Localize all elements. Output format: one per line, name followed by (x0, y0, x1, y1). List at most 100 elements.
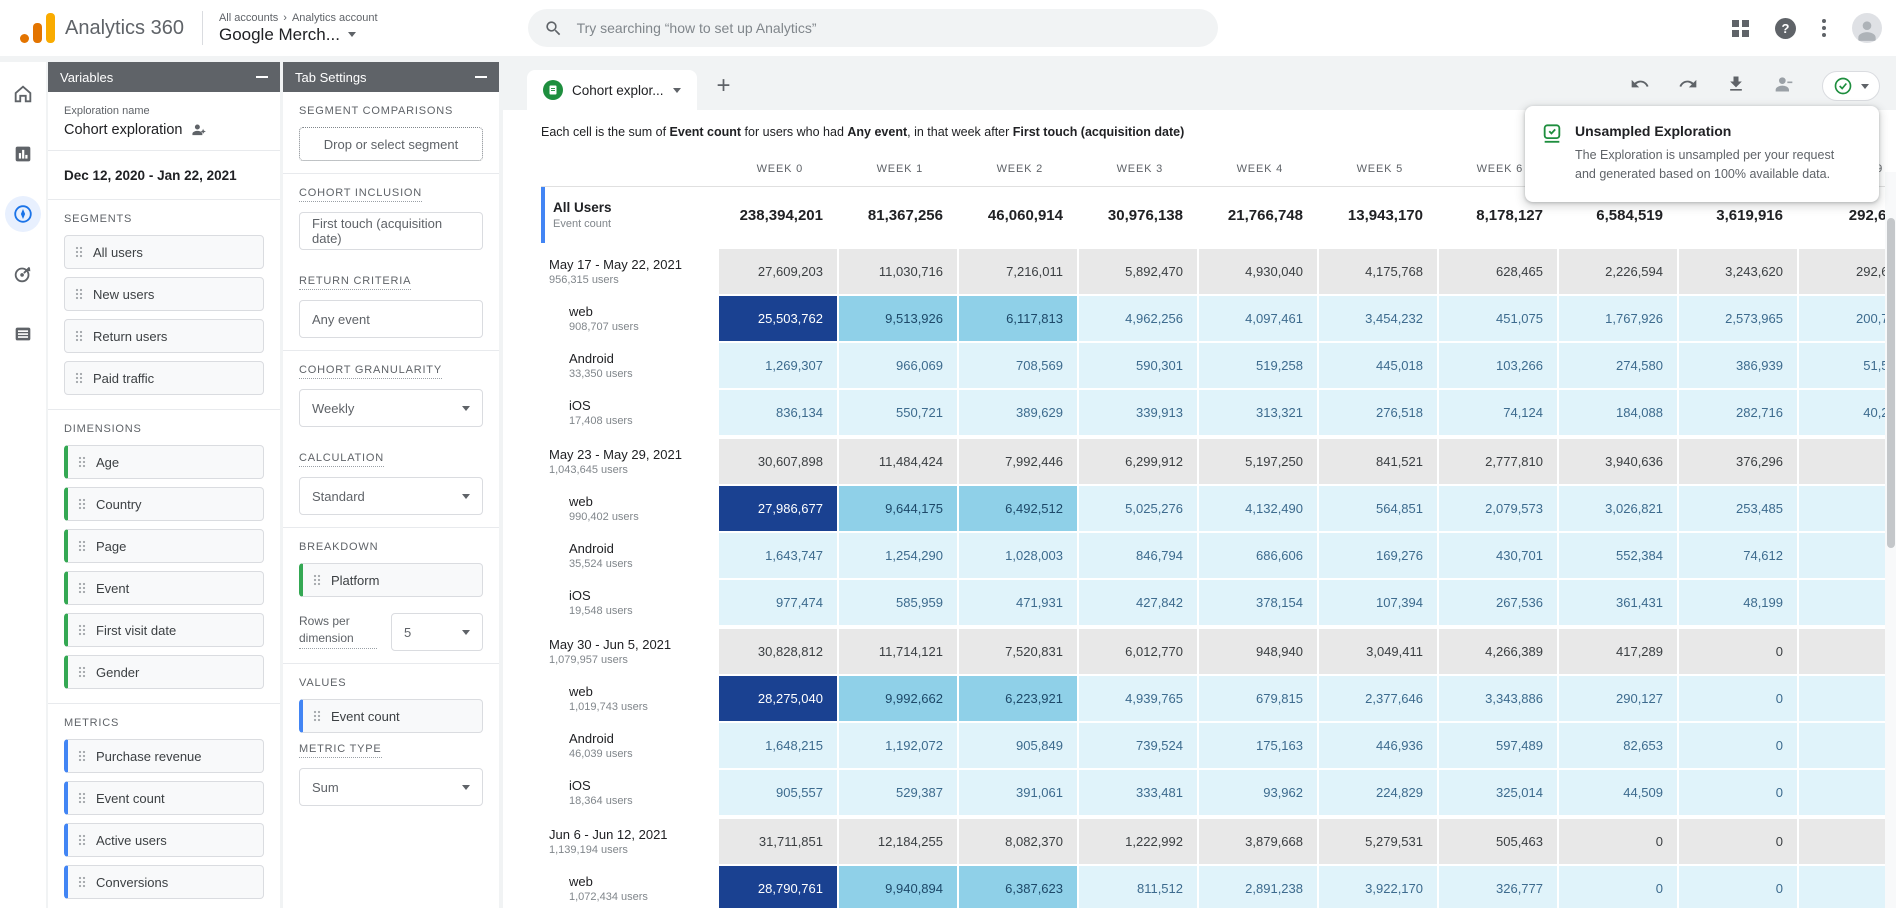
cohort-value-cell[interactable]: 6,223,921 (959, 676, 1077, 721)
cohort-value-cell[interactable]: 1,254,290 (839, 533, 957, 578)
sidebar-item-home[interactable] (5, 76, 41, 112)
download-button[interactable] (1726, 74, 1746, 99)
cohort-summary-cell[interactable]: 5,197,250 (1199, 439, 1317, 484)
cohort-summary-cell[interactable]: 11,714,121 (839, 629, 957, 674)
platform-label[interactable]: Android 46,039 users (541, 723, 717, 768)
drag-handle-icon[interactable] (313, 710, 321, 722)
cohort-value-cell[interactable]: 25,503,762 (719, 296, 837, 341)
cohort-value-cell[interactable]: 361,431 (1559, 580, 1677, 625)
share-button[interactable] (1774, 74, 1794, 99)
cohort-value-cell[interactable]: 529,387 (839, 770, 957, 815)
cohort-value-cell[interactable]: 386,939 (1679, 343, 1797, 388)
cohort-summary-cell[interactable]: 12,184,255 (839, 819, 957, 864)
cohort-value-cell[interactable]: 564,851 (1319, 486, 1437, 531)
cohort-value-cell[interactable]: 40,218 (1799, 390, 1896, 435)
cohort-label[interactable]: May 30 - Jun 5, 2021 1,079,957 users (541, 629, 717, 674)
cohort-value-cell[interactable]: 471,931 (959, 580, 1077, 625)
return-criteria-field[interactable]: Any event (299, 300, 483, 338)
cohort-value-cell[interactable]: 846,794 (1079, 533, 1197, 578)
cohort-value-cell[interactable]: 74,124 (1439, 390, 1557, 435)
sidebar-item-admin[interactable] (5, 316, 41, 352)
cohort-value-cell[interactable]: 550,721 (839, 390, 957, 435)
metric-chip[interactable]: Active users (64, 823, 264, 857)
cohort-label[interactable]: Jun 6 - Jun 12, 2021 1,139,194 users (541, 819, 717, 864)
drag-handle-icon[interactable] (313, 574, 321, 586)
cohort-value-cell[interactable]: 590,301 (1079, 343, 1197, 388)
cohort-value-cell[interactable]: 28,275,040 (719, 676, 837, 721)
cohort-value-cell[interactable]: 0 (1679, 770, 1797, 815)
cohort-value-cell[interactable]: 585,959 (839, 580, 957, 625)
platform-label[interactable]: iOS 17,408 users (541, 390, 717, 435)
all-users-value-cell[interactable]: 30,976,138 (1107, 206, 1183, 224)
cohort-summary-cell[interactable]: 3,243,620 (1679, 249, 1797, 294)
cohort-value-cell[interactable]: 977,474 (719, 580, 837, 625)
all-users-value-cell[interactable]: 21,766,748 (1227, 206, 1303, 224)
cohort-label[interactable]: May 17 - May 22, 2021 956,315 users (541, 249, 717, 294)
cohort-value-cell[interactable]: 274,580 (1559, 343, 1677, 388)
cohort-value-cell[interactable]: 184,088 (1559, 390, 1677, 435)
cohort-summary-cell[interactable]: 2,777,810 (1439, 439, 1557, 484)
cohort-granularity-select[interactable]: Weekly (299, 389, 483, 427)
metric-chip[interactable]: Conversions (64, 865, 264, 899)
cohort-value-cell[interactable]: 0 (1799, 723, 1896, 768)
exploration-name-value[interactable]: Cohort exploration (64, 121, 183, 138)
platform-label[interactable]: web 1,019,743 users (541, 676, 717, 721)
cohort-value-cell[interactable]: 739,524 (1079, 723, 1197, 768)
cohort-value-cell[interactable]: 2,079,573 (1439, 486, 1557, 531)
cohort-value-cell[interactable]: 597,489 (1439, 723, 1557, 768)
tab-cohort-exploration[interactable]: Cohort explor... (527, 70, 697, 110)
breadcrumb-all-accounts[interactable]: All accounts (218, 11, 279, 24)
all-users-value-cell[interactable]: 3,619,916 (1716, 206, 1783, 224)
cohort-value-cell[interactable]: 290,127 (1559, 676, 1677, 721)
all-users-value-cell[interactable]: 292,603 (1848, 206, 1896, 224)
cohort-value-cell[interactable]: 3,454,232 (1319, 296, 1437, 341)
cohort-value-cell[interactable]: 313,321 (1199, 390, 1317, 435)
cohort-inclusion-field[interactable]: First touch (acquisition date) (299, 212, 483, 250)
cohort-value-cell[interactable]: 1,767,926 (1559, 296, 1677, 341)
cohort-summary-cell[interactable]: 948,940 (1199, 629, 1317, 674)
segment-chip[interactable]: All users (64, 235, 264, 269)
cohort-value-cell[interactable]: 686,606 (1199, 533, 1317, 578)
scrollbar-thumb[interactable] (1887, 218, 1895, 548)
cohort-value-cell[interactable]: 93,962 (1199, 770, 1317, 815)
cohort-value-cell[interactable]: 27,986,677 (719, 486, 837, 531)
cohort-summary-cell[interactable]: 6,299,912 (1079, 439, 1197, 484)
platform-label[interactable]: iOS 19,548 users (541, 580, 717, 625)
cohort-summary-cell[interactable]: 31,711,851 (719, 819, 837, 864)
cohort-summary-cell[interactable]: 30,607,898 (719, 439, 837, 484)
sidebar-item-advertising[interactable] (5, 256, 41, 292)
cohort-value-cell[interactable]: 9,644,175 (839, 486, 957, 531)
cohort-value-cell[interactable]: 836,134 (719, 390, 837, 435)
cohort-summary-cell[interactable]: 5,279,531 (1319, 819, 1437, 864)
cohort-value-cell[interactable]: 282,716 (1679, 390, 1797, 435)
segment-chip[interactable]: Return users (64, 319, 264, 353)
cohort-value-cell[interactable]: 4,097,461 (1199, 296, 1317, 341)
cohort-value-cell[interactable]: 0 (1679, 723, 1797, 768)
cohort-summary-cell[interactable]: 0 (1799, 629, 1896, 674)
cohort-summary-cell[interactable]: 292,603 (1799, 249, 1896, 294)
cohort-value-cell[interactable]: 325,014 (1439, 770, 1557, 815)
all-users-label[interactable]: All Users Event count (541, 187, 717, 243)
all-users-value-cell[interactable]: 13,943,170 (1347, 206, 1423, 224)
cohort-summary-cell[interactable]: 7,520,831 (959, 629, 1077, 674)
cohort-value-cell[interactable]: 389,629 (959, 390, 1077, 435)
drag-handle-icon[interactable] (78, 666, 86, 678)
cohort-summary-cell[interactable]: 5,892,470 (1079, 249, 1197, 294)
cohort-value-cell[interactable]: 519,258 (1199, 343, 1317, 388)
cohort-value-cell[interactable]: 9,940,894 (839, 866, 957, 908)
drag-handle-icon[interactable] (78, 876, 86, 888)
dimension-chip[interactable]: Event (64, 571, 264, 605)
cohort-value-cell[interactable]: 4,962,256 (1079, 296, 1197, 341)
cohort-value-cell[interactable]: 103,266 (1439, 343, 1557, 388)
cohort-value-cell[interactable]: 811,512 (1079, 866, 1197, 908)
values-chip[interactable]: Event count (299, 699, 483, 733)
cohort-summary-cell[interactable]: 7,216,011 (959, 249, 1077, 294)
cohort-value-cell[interactable]: 0 (1679, 676, 1797, 721)
platform-label[interactable]: Android 33,350 users (541, 343, 717, 388)
cohort-value-cell[interactable]: 552,384 (1559, 533, 1677, 578)
cohort-summary-cell[interactable]: 1,222,992 (1079, 819, 1197, 864)
sampling-status-button[interactable] (1822, 71, 1880, 101)
metric-chip[interactable]: Purchase revenue (64, 739, 264, 773)
cohort-value-cell[interactable]: 391,061 (959, 770, 1077, 815)
cohort-value-cell[interactable]: 0 (1799, 676, 1896, 721)
